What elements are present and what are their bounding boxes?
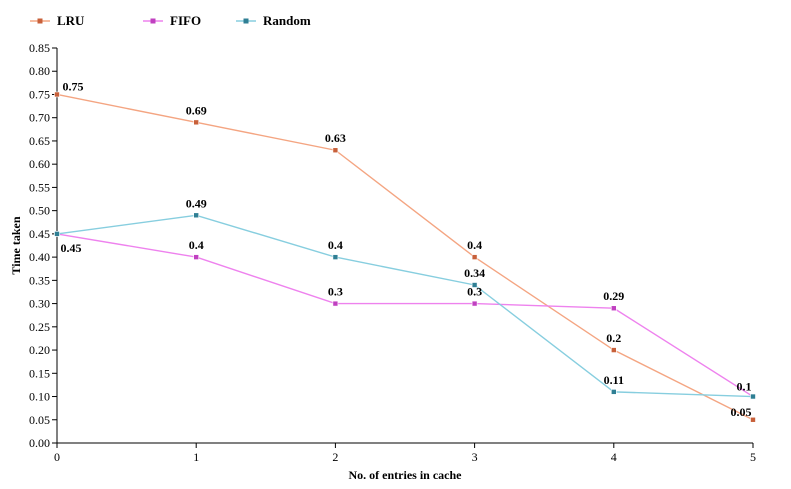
series-layer: [54, 91, 756, 423]
y-tick-label: 0.80: [29, 64, 50, 78]
y-axis-title: Time taken: [9, 216, 23, 274]
x-tick-label: 4: [611, 450, 617, 464]
data-point-random: [332, 254, 339, 260]
data-point-lru: [750, 416, 756, 423]
data-label-random: 0.11: [604, 373, 624, 387]
data-point-lru: [54, 91, 60, 98]
x-tick-label: 3: [472, 450, 478, 464]
y-tick-label: 0.50: [29, 204, 50, 218]
y-tick-label: 0.40: [29, 250, 50, 264]
legend-marker-fifo: [150, 18, 156, 24]
legend-marker-lru: [37, 18, 43, 24]
y-axis: 0.00 0.05 0.10 0.15 0.20 0.25 0.30 0.35 0.40 0.45…: [29, 41, 58, 450]
y-tick-label: 0.25: [29, 320, 50, 334]
y-tick-label: 0.75: [29, 87, 50, 101]
data-label-random: 0.34: [464, 266, 485, 280]
data-label-lru: 0.2: [606, 331, 621, 345]
data-label-random: 0.49: [186, 196, 207, 210]
legend-label-random: Random: [263, 13, 311, 28]
data-label-lru: 0.63: [325, 131, 346, 145]
data-point-random: [193, 212, 199, 219]
data-point-random: [54, 231, 60, 237]
data-label-random: 0.4: [328, 238, 343, 252]
legend-item-random: Random: [236, 13, 311, 28]
data-point-random: [471, 282, 478, 288]
data-point-fifo: [193, 254, 199, 260]
legend-item-fifo: FIFO: [143, 13, 201, 28]
legend-marker-random: [243, 18, 249, 24]
data-label-fifo: 0.1: [737, 380, 752, 394]
x-tick-label: 5: [750, 450, 756, 464]
x-tick-label: 0: [54, 450, 60, 464]
series-line-fifo: [56, 233, 754, 398]
data-label-fifo: 0.3: [467, 285, 482, 299]
data-label-lru: 0.4: [467, 238, 482, 252]
y-tick-label: 0.00: [29, 436, 50, 450]
y-tick-label: 0.35: [29, 273, 50, 287]
y-tick-label: 0.60: [29, 157, 50, 171]
y-tick-label: 0.20: [29, 343, 50, 357]
x-axis-title: No. of entries in cache: [349, 468, 463, 482]
y-tick-label: 0.30: [29, 297, 50, 311]
data-point-lru: [193, 119, 199, 126]
y-tick-label: 0.70: [29, 111, 50, 125]
data-point-fifo: [610, 305, 617, 312]
data-label-lru: 0.69: [186, 103, 207, 117]
data-label-fifo: 0.3: [328, 285, 343, 299]
y-tick-label: 0.05: [29, 413, 50, 427]
legend-label-fifo: FIFO: [170, 13, 201, 28]
x-tick-label: 1: [193, 450, 199, 464]
data-labels: 0.75 0.69 0.63 0.4 0.2 0.05 0.45 0.4 0.3 0.3 0.29 0…: [61, 79, 752, 418]
series-line-random: [56, 214, 754, 398]
legend-label-lru: LRU: [57, 13, 85, 28]
data-point-lru: [610, 347, 617, 353]
data-point-random: [750, 393, 756, 400]
data-point-lru: [332, 147, 339, 154]
data-point-fifo: [332, 300, 339, 307]
series-line-lru: [56, 93, 754, 421]
legend: LRU FIFO Random: [30, 13, 311, 28]
data-point-lru: [471, 254, 478, 260]
y-tick-label: 0.45: [29, 227, 50, 241]
y-tick-label: 0.85: [29, 41, 50, 55]
x-axis: 0 1 2 3 4 5: [54, 442, 756, 464]
data-label-lru: 0.05: [731, 405, 752, 419]
y-tick-label: 0.65: [29, 134, 50, 148]
x-tick-label: 2: [332, 450, 338, 464]
data-point-random: [610, 389, 617, 395]
data-point-fifo: [471, 300, 478, 307]
data-label-fifo: 0.4: [189, 238, 204, 252]
legend-item-lru: LRU: [30, 13, 85, 28]
data-label-fifo: 0.29: [603, 289, 624, 303]
y-tick-label: 0.10: [29, 390, 50, 404]
y-tick-label: 0.55: [29, 180, 50, 194]
data-label-fifo: 0.45: [61, 241, 82, 255]
y-tick-label: 0.15: [29, 366, 50, 380]
data-label-lru: 0.75: [63, 79, 84, 93]
